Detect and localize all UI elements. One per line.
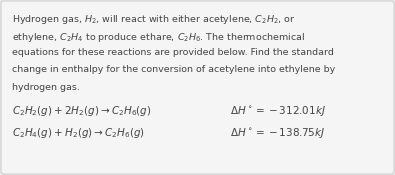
Text: hydrogen gas.: hydrogen gas. [12, 83, 80, 92]
Text: $C_2H_4(g)+H_2(g)\rightarrow C_2H_6(g)$: $C_2H_4(g)+H_2(g)\rightarrow C_2H_6(g)$ [12, 127, 145, 141]
Text: $\Delta H^\circ=-312.01kJ$: $\Delta H^\circ=-312.01kJ$ [230, 104, 326, 118]
Text: ethylene, $\boldsymbol{C_2H_4}$ to produce ethare, $\boldsymbol{C_2H_6}$. The th: ethylene, $\boldsymbol{C_2H_4}$ to produ… [12, 30, 305, 44]
Text: $\Delta H^\circ=-138.75kJ$: $\Delta H^\circ=-138.75kJ$ [230, 127, 325, 141]
Text: $C_2H_2(g)+2H_2(g)\rightarrow C_2H_6(g)$: $C_2H_2(g)+2H_2(g)\rightarrow C_2H_6(g)$ [12, 104, 152, 118]
Text: equations for these reactions are provided below. Find the standard: equations for these reactions are provid… [12, 48, 334, 57]
Text: change in enthalpy for the conversion of acetylene into ethylene by: change in enthalpy for the conversion of… [12, 65, 335, 75]
Text: Hydrogen gas, $\boldsymbol{H_2}$, will react with either acetylene, $\boldsymbol: Hydrogen gas, $\boldsymbol{H_2}$, will r… [12, 13, 295, 26]
